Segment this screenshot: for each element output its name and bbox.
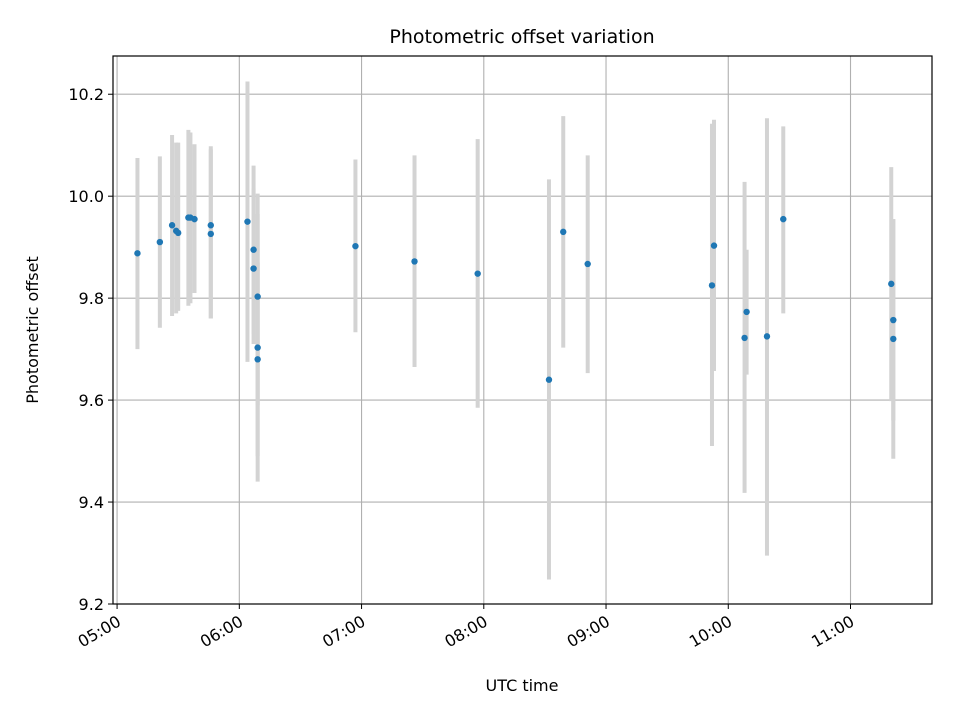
data-point bbox=[888, 280, 895, 288]
data-point bbox=[250, 246, 257, 253]
data-point bbox=[411, 258, 418, 265]
data-point bbox=[708, 282, 716, 289]
x-tick-label: 09:00 bbox=[564, 612, 613, 652]
data-point bbox=[545, 376, 553, 383]
data-point bbox=[250, 265, 257, 272]
data-point bbox=[890, 335, 897, 343]
data-points bbox=[134, 214, 897, 383]
data-point bbox=[254, 344, 261, 351]
data-point bbox=[743, 308, 750, 316]
x-tick-label: 07:00 bbox=[319, 612, 368, 652]
grid bbox=[113, 56, 932, 605]
data-point bbox=[584, 260, 591, 268]
y-tick-label: 9.4 bbox=[79, 493, 104, 512]
y-tick-label: 10.2 bbox=[68, 85, 104, 104]
x-tick-label: 11:00 bbox=[808, 612, 857, 652]
data-point bbox=[207, 230, 214, 238]
data-point bbox=[763, 333, 771, 340]
chart-title: Photometric offset variation bbox=[389, 26, 654, 48]
x-tick-label: 08:00 bbox=[441, 612, 490, 652]
y-axis-label: Photometric offset bbox=[23, 256, 42, 404]
x-tick-label: 06:00 bbox=[197, 612, 246, 652]
data-point bbox=[352, 242, 359, 250]
data-point bbox=[191, 215, 198, 223]
data-point bbox=[168, 222, 176, 229]
data-point bbox=[254, 356, 261, 363]
data-point bbox=[174, 229, 182, 237]
data-point bbox=[890, 316, 897, 324]
x-tick-label: 10:00 bbox=[686, 612, 735, 652]
data-point bbox=[254, 293, 261, 300]
y-tick-label: 10.0 bbox=[68, 187, 104, 206]
y-tick-label: 9.6 bbox=[79, 391, 104, 410]
y-axis: 9.2 9.4 9.6 9.8 10.0 10.2 bbox=[68, 85, 113, 614]
data-point bbox=[156, 238, 164, 246]
data-point bbox=[780, 215, 787, 223]
data-point bbox=[560, 228, 567, 236]
error-bars bbox=[135, 81, 896, 580]
plot-frame bbox=[112, 55, 933, 605]
x-axis-label: UTC time bbox=[486, 676, 559, 695]
data-point bbox=[710, 242, 718, 249]
data-point bbox=[134, 250, 141, 257]
data-point bbox=[207, 222, 214, 229]
data-point bbox=[474, 270, 481, 277]
y-tick-label: 9.8 bbox=[79, 289, 104, 308]
y-tick-label: 9.2 bbox=[79, 595, 104, 614]
x-axis: 05:00 06:00 07:00 08:00 09:00 10:00 11:00 bbox=[75, 604, 858, 651]
data-point bbox=[741, 334, 748, 342]
x-tick-label: 05:00 bbox=[75, 612, 124, 652]
data-point bbox=[244, 218, 251, 225]
